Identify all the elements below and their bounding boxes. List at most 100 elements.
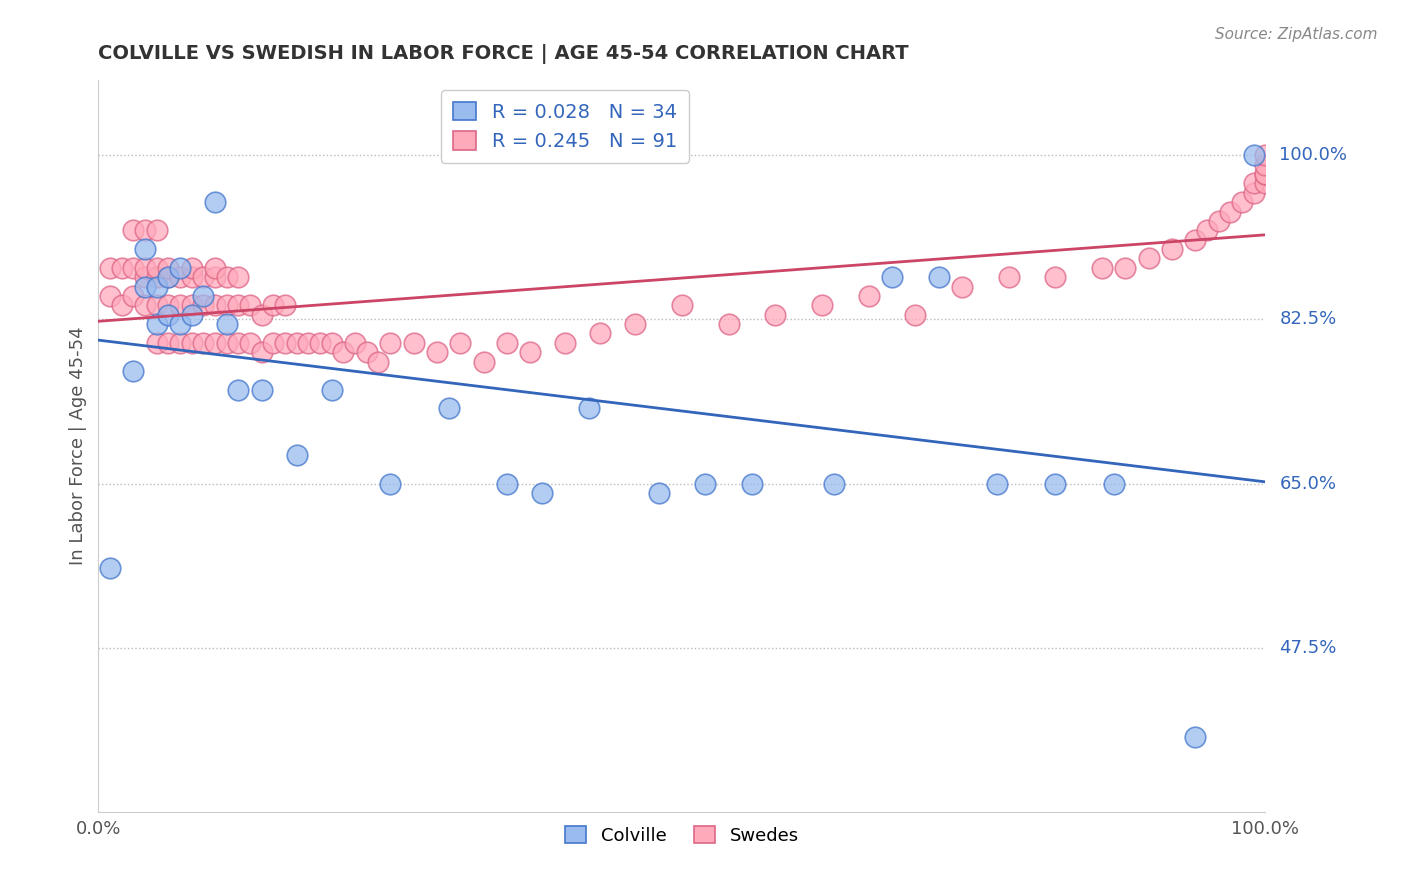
Point (356, 345, 378, 359)
Point (215, 270, 238, 285)
Point (204, 298, 226, 312)
Point (274, 298, 297, 312)
Point (380, 476, 402, 491)
Point (169, 317, 191, 331)
Point (1045, 476, 1067, 491)
Point (180, 298, 202, 312)
Point (146, 223, 169, 237)
Point (134, 242, 156, 256)
Point (741, 476, 763, 491)
Point (589, 326, 612, 341)
Point (193, 270, 215, 285)
Point (496, 335, 519, 350)
Y-axis label: In Labor Force | Age 45-54: In Labor Force | Age 45-54 (69, 326, 87, 566)
Point (1243, 177, 1265, 191)
Point (426, 345, 449, 359)
Point (1219, 204, 1241, 219)
Point (111, 298, 134, 312)
Point (262, 298, 284, 312)
Point (717, 317, 740, 331)
Point (997, 270, 1019, 285)
Point (530, 486, 553, 500)
Text: 100.0%: 100.0% (1279, 146, 1347, 164)
Point (1091, 260, 1114, 275)
Point (1045, 270, 1067, 285)
Point (157, 260, 180, 275)
Point (332, 345, 354, 359)
Point (380, 335, 402, 350)
Point (239, 298, 262, 312)
Point (250, 383, 273, 397)
Legend: Colville, Swedes: Colville, Swedes (555, 817, 808, 854)
Point (1208, 214, 1230, 228)
Point (578, 401, 600, 416)
Point (367, 354, 389, 368)
Point (134, 279, 156, 293)
Point (274, 335, 297, 350)
Point (880, 270, 903, 285)
Point (671, 298, 693, 312)
Point (321, 383, 343, 397)
Point (98, 561, 121, 575)
Point (122, 260, 145, 275)
Point (496, 476, 519, 491)
Point (146, 270, 169, 285)
Point (157, 298, 180, 312)
Point (1254, 177, 1277, 191)
Point (157, 270, 180, 285)
Point (811, 298, 834, 312)
Point (193, 298, 215, 312)
Point (204, 335, 226, 350)
Text: Source: ZipAtlas.com: Source: ZipAtlas.com (1215, 27, 1378, 42)
Point (111, 260, 134, 275)
Point (204, 260, 226, 275)
Point (647, 486, 669, 500)
Point (472, 354, 495, 368)
Point (986, 476, 1008, 491)
Point (519, 345, 541, 359)
Point (1161, 242, 1184, 256)
Point (193, 335, 215, 350)
Point (823, 476, 845, 491)
Point (402, 335, 425, 350)
Point (228, 270, 250, 285)
Point (250, 345, 273, 359)
Point (146, 317, 169, 331)
Point (309, 335, 332, 350)
Text: COLVILLE VS SWEDISH IN LABOR FORCE | AGE 45-54 CORRELATION CHART: COLVILLE VS SWEDISH IN LABOR FORCE | AGE… (98, 45, 910, 64)
Point (904, 308, 927, 322)
Point (180, 335, 202, 350)
Point (1195, 223, 1218, 237)
Point (122, 289, 145, 303)
Point (228, 335, 250, 350)
Point (169, 298, 191, 312)
Point (134, 270, 156, 285)
Point (437, 401, 460, 416)
Point (134, 260, 156, 275)
Point (1102, 476, 1125, 491)
Point (122, 364, 145, 378)
Point (157, 335, 180, 350)
Point (695, 476, 717, 491)
Point (1243, 148, 1265, 162)
Point (1184, 233, 1206, 247)
Point (1137, 252, 1160, 266)
Point (228, 298, 250, 312)
Point (204, 270, 226, 285)
Point (146, 260, 169, 275)
Point (344, 335, 367, 350)
Text: 82.5%: 82.5% (1279, 310, 1337, 328)
Point (146, 298, 169, 312)
Point (858, 289, 880, 303)
Point (1254, 158, 1277, 172)
Point (1243, 186, 1265, 200)
Point (157, 308, 180, 322)
Point (215, 317, 238, 331)
Point (169, 335, 191, 350)
Point (122, 223, 145, 237)
Point (1254, 148, 1277, 162)
Point (1254, 167, 1277, 181)
Point (763, 308, 786, 322)
Point (1114, 260, 1136, 275)
Point (215, 335, 238, 350)
